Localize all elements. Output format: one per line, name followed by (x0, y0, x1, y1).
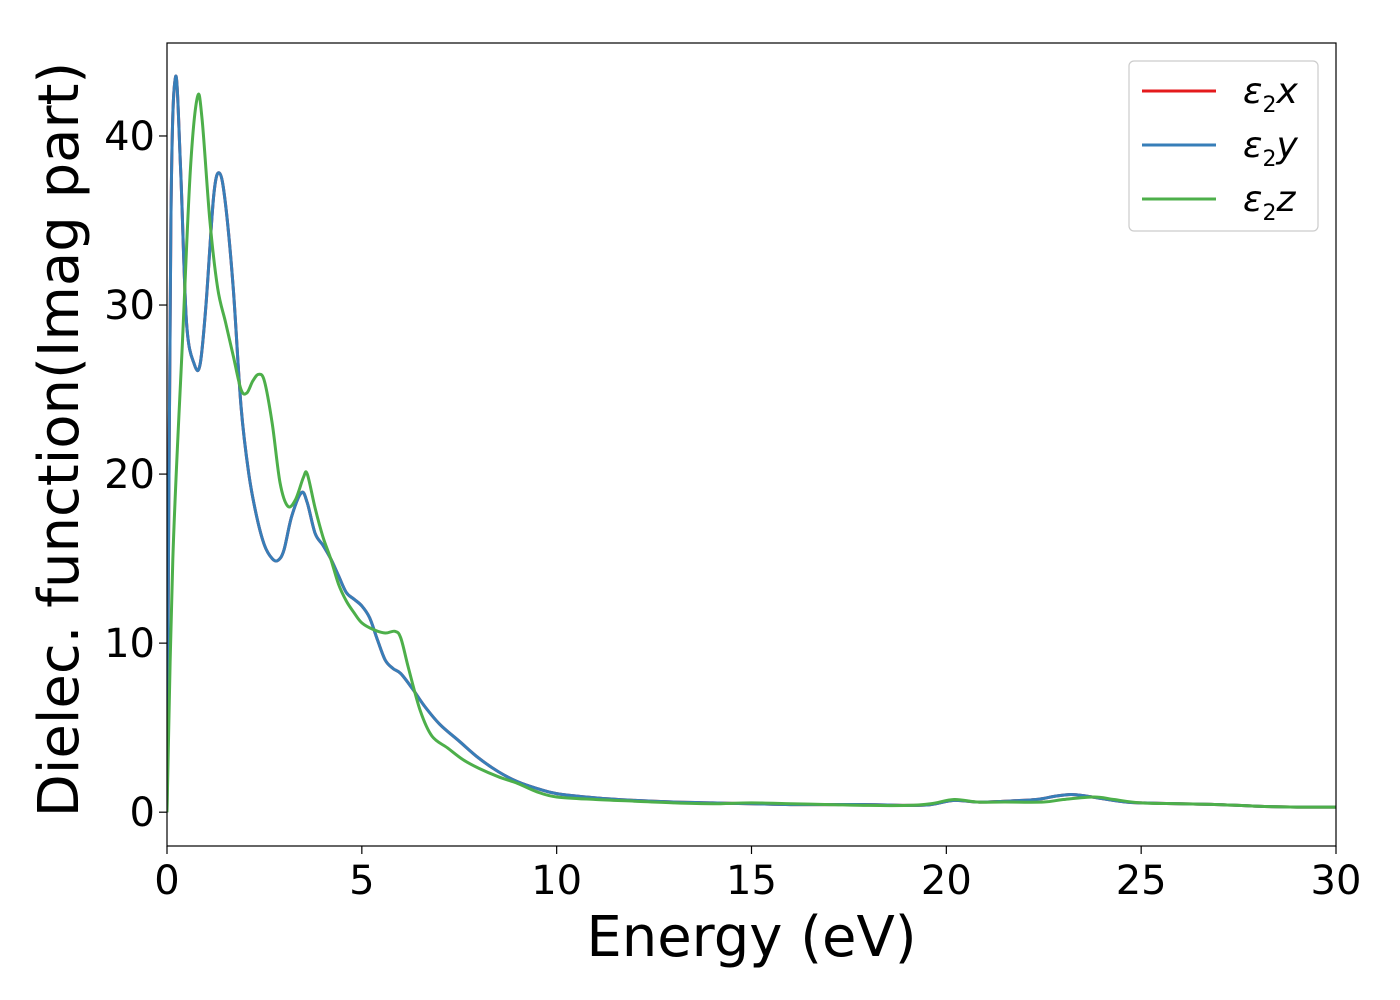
legend-box (1128, 60, 1319, 232)
x-axis: 0 5 10 15 20 25 30 (154, 846, 1361, 904)
y-tick-label: 0 (130, 790, 155, 836)
y-tick-label: 40 (104, 114, 155, 160)
x-tick-label: 10 (531, 858, 582, 904)
x-tick-label: 30 (1311, 858, 1362, 904)
x-tick-label: 20 (921, 858, 972, 904)
y-axis: 0 10 20 30 40 (104, 114, 167, 836)
y-tick-label: 20 (104, 452, 155, 498)
legend-label-x: ε2x (1243, 71, 1298, 118)
y-tick-label: 30 (104, 283, 155, 329)
x-tick-label: 25 (1116, 858, 1167, 904)
x-axis-label: Energy (eV) (586, 905, 916, 970)
y-tick-label: 10 (104, 621, 155, 667)
y-axis-label: Dielec. function(Imag part) (27, 62, 92, 818)
x-tick-label: 15 (726, 858, 777, 904)
series-lines (167, 74, 1336, 813)
x-tick-label: 0 (154, 858, 179, 904)
legend-label-z: ε2z (1243, 179, 1296, 226)
series-line-z (167, 92, 1336, 813)
legend: ε2x ε2y ε2z (1128, 60, 1319, 232)
legend-label-y: ε2y (1243, 125, 1298, 172)
x-tick-label: 5 (349, 858, 374, 904)
